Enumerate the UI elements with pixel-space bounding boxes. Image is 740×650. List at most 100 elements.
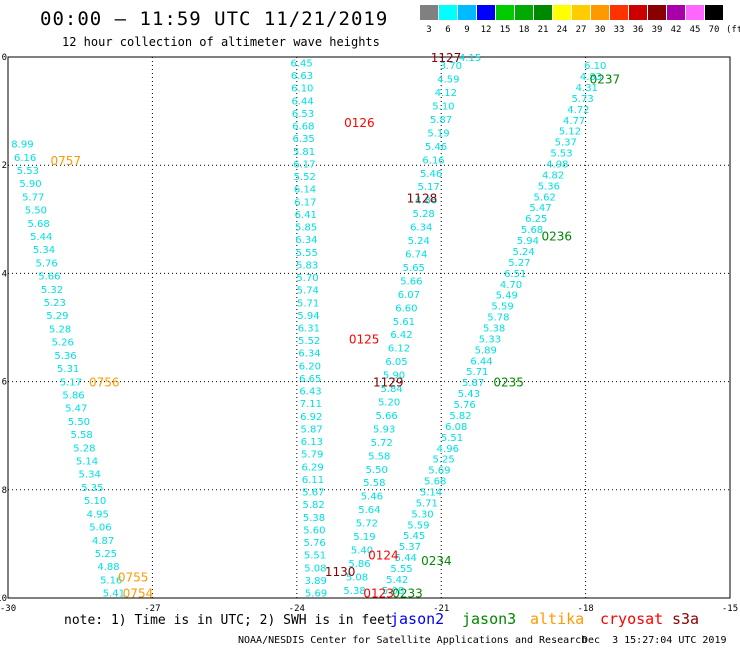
pass-time-label: 1129 xyxy=(373,376,404,390)
wave-height-value: 5.19 xyxy=(353,532,375,543)
legend-swatch-3 xyxy=(420,5,438,20)
wave-height-value: 5.32 xyxy=(41,285,63,296)
wave-height-value: 6.25 xyxy=(525,214,547,225)
wave-height-value: 5.59 xyxy=(407,520,429,531)
legend-label-30: 30 xyxy=(594,25,606,35)
wave-height-value: 5.47 xyxy=(65,404,87,415)
wave-height-value: 5.55 xyxy=(390,564,412,575)
x-tick-label: -15 xyxy=(722,604,738,614)
wave-height-value: 5.36 xyxy=(54,351,76,362)
wave-height-value: 5.52 xyxy=(294,172,316,183)
wave-height-value: 5.50 xyxy=(68,417,90,428)
wave-height-value: 6.11 xyxy=(302,475,324,486)
wave-height-value: 5.76 xyxy=(36,258,58,269)
wave-height-value: 5.69 xyxy=(305,589,327,600)
wave-height-value: 5.36 xyxy=(538,181,560,192)
wave-height-value: 6.12 xyxy=(388,344,410,355)
wave-height-value: 5.20 xyxy=(378,398,400,409)
wave-height-value: 5.66 xyxy=(38,272,60,283)
wave-height-value: 8.99 xyxy=(11,140,33,151)
wave-height-value: 6.34 xyxy=(410,223,432,234)
sat-jason3-label: jason3 xyxy=(462,610,517,628)
wave-height-value: 5.12 xyxy=(559,127,581,138)
wave-height-value: 5.87 xyxy=(430,115,452,126)
legend-label-21: 21 xyxy=(537,25,549,35)
x-tick-label: -18 xyxy=(577,604,593,614)
legend-swatch-36 xyxy=(629,5,647,20)
pass-time-label: 0237 xyxy=(590,73,621,87)
wave-height-value: 6.14 xyxy=(294,185,316,196)
wave-height-value: 5.30 xyxy=(411,509,433,520)
pass-time-label: 0233 xyxy=(392,587,423,601)
wave-height-value: 5.71 xyxy=(416,498,438,509)
wave-height-value: 5.71 xyxy=(466,367,488,378)
legend-swatch-6 xyxy=(439,5,457,20)
sat-cryosat-label: cryosat xyxy=(600,610,664,628)
legend-swatch-24 xyxy=(553,5,571,20)
wave-height-value: 6.35 xyxy=(293,134,315,145)
wave-height-value: 4.59 xyxy=(437,75,459,86)
wave-height-value: 4.96 xyxy=(437,444,459,455)
wave-height-value: 5.16 xyxy=(100,575,122,586)
pass-time-label: 0125 xyxy=(349,332,380,346)
wave-height-value: 5.53 xyxy=(17,166,39,177)
wave-height-value: 5.45 xyxy=(403,531,425,542)
wave-height-value: 6.43 xyxy=(299,387,321,398)
wave-height-value: 6.63 xyxy=(291,71,313,82)
wave-height-value: 4.31 xyxy=(576,83,598,94)
wave-height-value: 5.37 xyxy=(399,542,421,553)
wave-height-value: 4.82 xyxy=(542,170,564,181)
legend-swatch-9 xyxy=(458,5,476,20)
wave-height-value: 6.10 xyxy=(584,61,606,72)
legend-swatch-18 xyxy=(515,5,533,20)
legend-label-33: 33 xyxy=(613,25,625,35)
wave-height-value: 5.46 xyxy=(425,142,447,153)
legend-label-27: 27 xyxy=(575,25,587,35)
wave-height-value: 6.44 xyxy=(470,356,492,367)
pass-time-label: 1128 xyxy=(407,192,438,206)
sat-s3a-label: s3a xyxy=(672,610,700,628)
wave-height-value: 5.06 xyxy=(89,523,111,534)
wave-height-value: 5.33 xyxy=(479,334,501,345)
wave-height-value: 5.34 xyxy=(79,470,101,481)
wave-height-value: 5.10 xyxy=(432,101,454,112)
wave-height-value: 5.44 xyxy=(395,553,417,564)
wave-height-value: 6.65 xyxy=(299,374,321,385)
wave-height-value: 5.55 xyxy=(296,248,318,259)
sat-altika-label: altika xyxy=(530,610,585,628)
wave-height-value: 5.86 xyxy=(348,559,370,570)
wave-height-value: 5.81 xyxy=(293,147,315,158)
wave-height-value: 6.17 xyxy=(294,197,316,208)
wave-height-value: 5.44 xyxy=(30,232,52,243)
legend-label-36: 36 xyxy=(632,25,644,35)
legend-swatch-33 xyxy=(610,5,628,20)
wave-height-value: 5.53 xyxy=(550,149,572,160)
wave-height-value: 3.70 xyxy=(440,61,462,72)
wave-height-value: 5.46 xyxy=(420,169,442,180)
wave-height-value: 5.59 xyxy=(491,302,513,313)
wave-height-value: 5.66 xyxy=(400,276,422,287)
wave-height-value: 5.69 xyxy=(428,466,450,477)
wave-height-value: 5.10 xyxy=(84,496,106,507)
wave-height-value: 5.08 xyxy=(382,586,404,597)
wave-height-value: 6.16 xyxy=(14,153,36,164)
wave-height-value: 5.83 xyxy=(296,260,318,271)
wave-height-value: 3.89 xyxy=(305,576,327,587)
wave-height-value: 5.19 xyxy=(427,128,449,139)
pass-time-label: 0123 xyxy=(363,587,394,601)
wave-height-value: 4.72 xyxy=(567,105,589,116)
y-tick-label: 0 xyxy=(2,53,7,63)
wave-height-value: 6.34 xyxy=(298,349,320,360)
wave-height-value: 5.08 xyxy=(346,572,368,583)
wave-height-value: 5.14 xyxy=(76,457,98,468)
wave-height-value: 5.14 xyxy=(420,487,442,498)
legend-label-39: 39 xyxy=(651,25,663,35)
wave-height-value: 5.35 xyxy=(81,483,103,494)
wave-height-value: 6.41 xyxy=(295,210,317,221)
wave-height-value: 5.90 xyxy=(19,179,41,190)
wave-height-value: 4.98 xyxy=(546,160,568,171)
wave-height-value: 5.34 xyxy=(33,245,55,256)
wave-height-value: 6.51 xyxy=(504,269,526,280)
y-tick-label: -4 xyxy=(0,269,7,279)
